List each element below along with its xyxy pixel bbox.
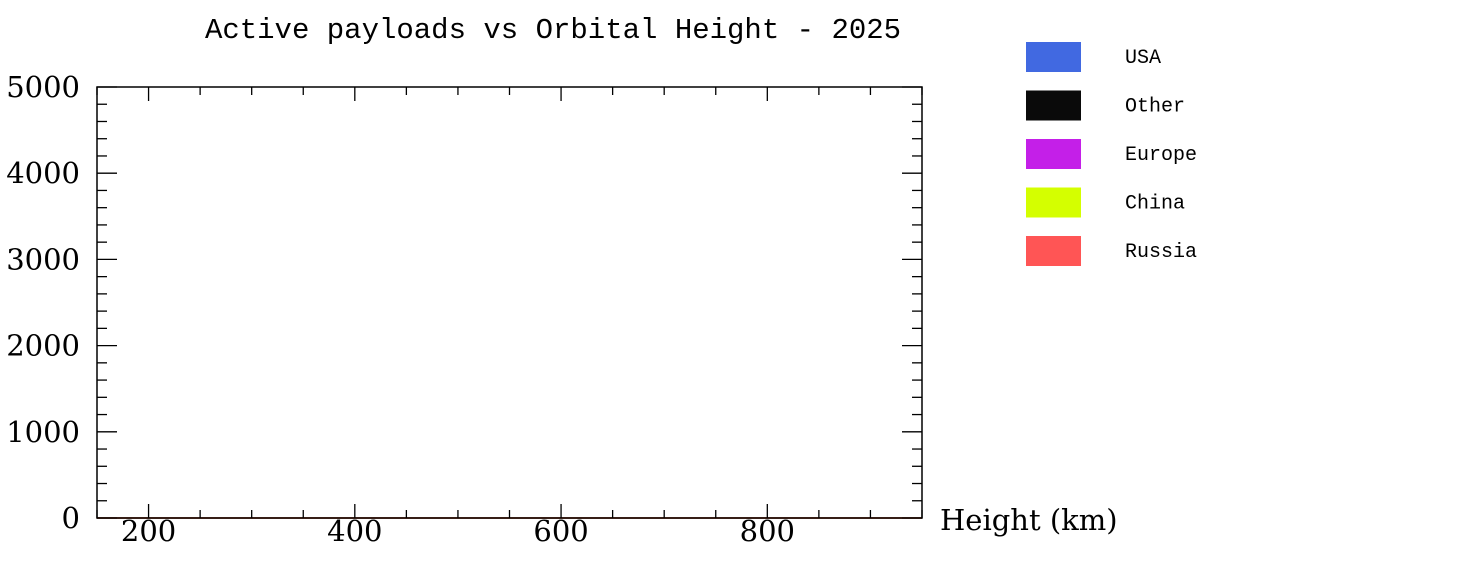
x-tick-label: 400 <box>327 514 382 548</box>
plot-area: 200 400 600 800 0 1000 2000 3000 4000 5000 <box>6 70 923 548</box>
x-tick-label: 600 <box>533 514 588 548</box>
y-tick-label: 3000 <box>6 242 80 276</box>
legend-label-russia: Russia <box>1125 241 1197 264</box>
legend-swatch-usa <box>1026 42 1081 72</box>
legend-label-usa: USA <box>1125 47 1161 70</box>
y-tick-label: 4000 <box>6 156 80 190</box>
legend: USA Other Europe China Russia <box>1026 42 1197 266</box>
x-axis-label: Height (km) <box>940 503 1118 537</box>
x-tick-label: 800 <box>740 514 795 548</box>
legend-swatch-russia <box>1026 236 1081 266</box>
legend-swatch-other <box>1026 90 1081 121</box>
legend-swatch-europe <box>1026 139 1081 169</box>
legend-swatch-china <box>1026 187 1081 218</box>
y-tick-label: 1000 <box>6 415 80 449</box>
plot-frame <box>96 86 923 519</box>
legend-label-china: China <box>1125 193 1185 216</box>
chart-title: Active payloads vs Orbital Height - 2025 <box>205 14 901 47</box>
legend-label-other: Other <box>1125 96 1185 119</box>
legend-label-europe: Europe <box>1125 144 1197 167</box>
y-tick-label: 0 <box>62 501 80 535</box>
y-tick-label: 5000 <box>6 70 80 104</box>
y-tick-label: 2000 <box>6 329 80 363</box>
x-tick-label: 200 <box>121 514 176 548</box>
